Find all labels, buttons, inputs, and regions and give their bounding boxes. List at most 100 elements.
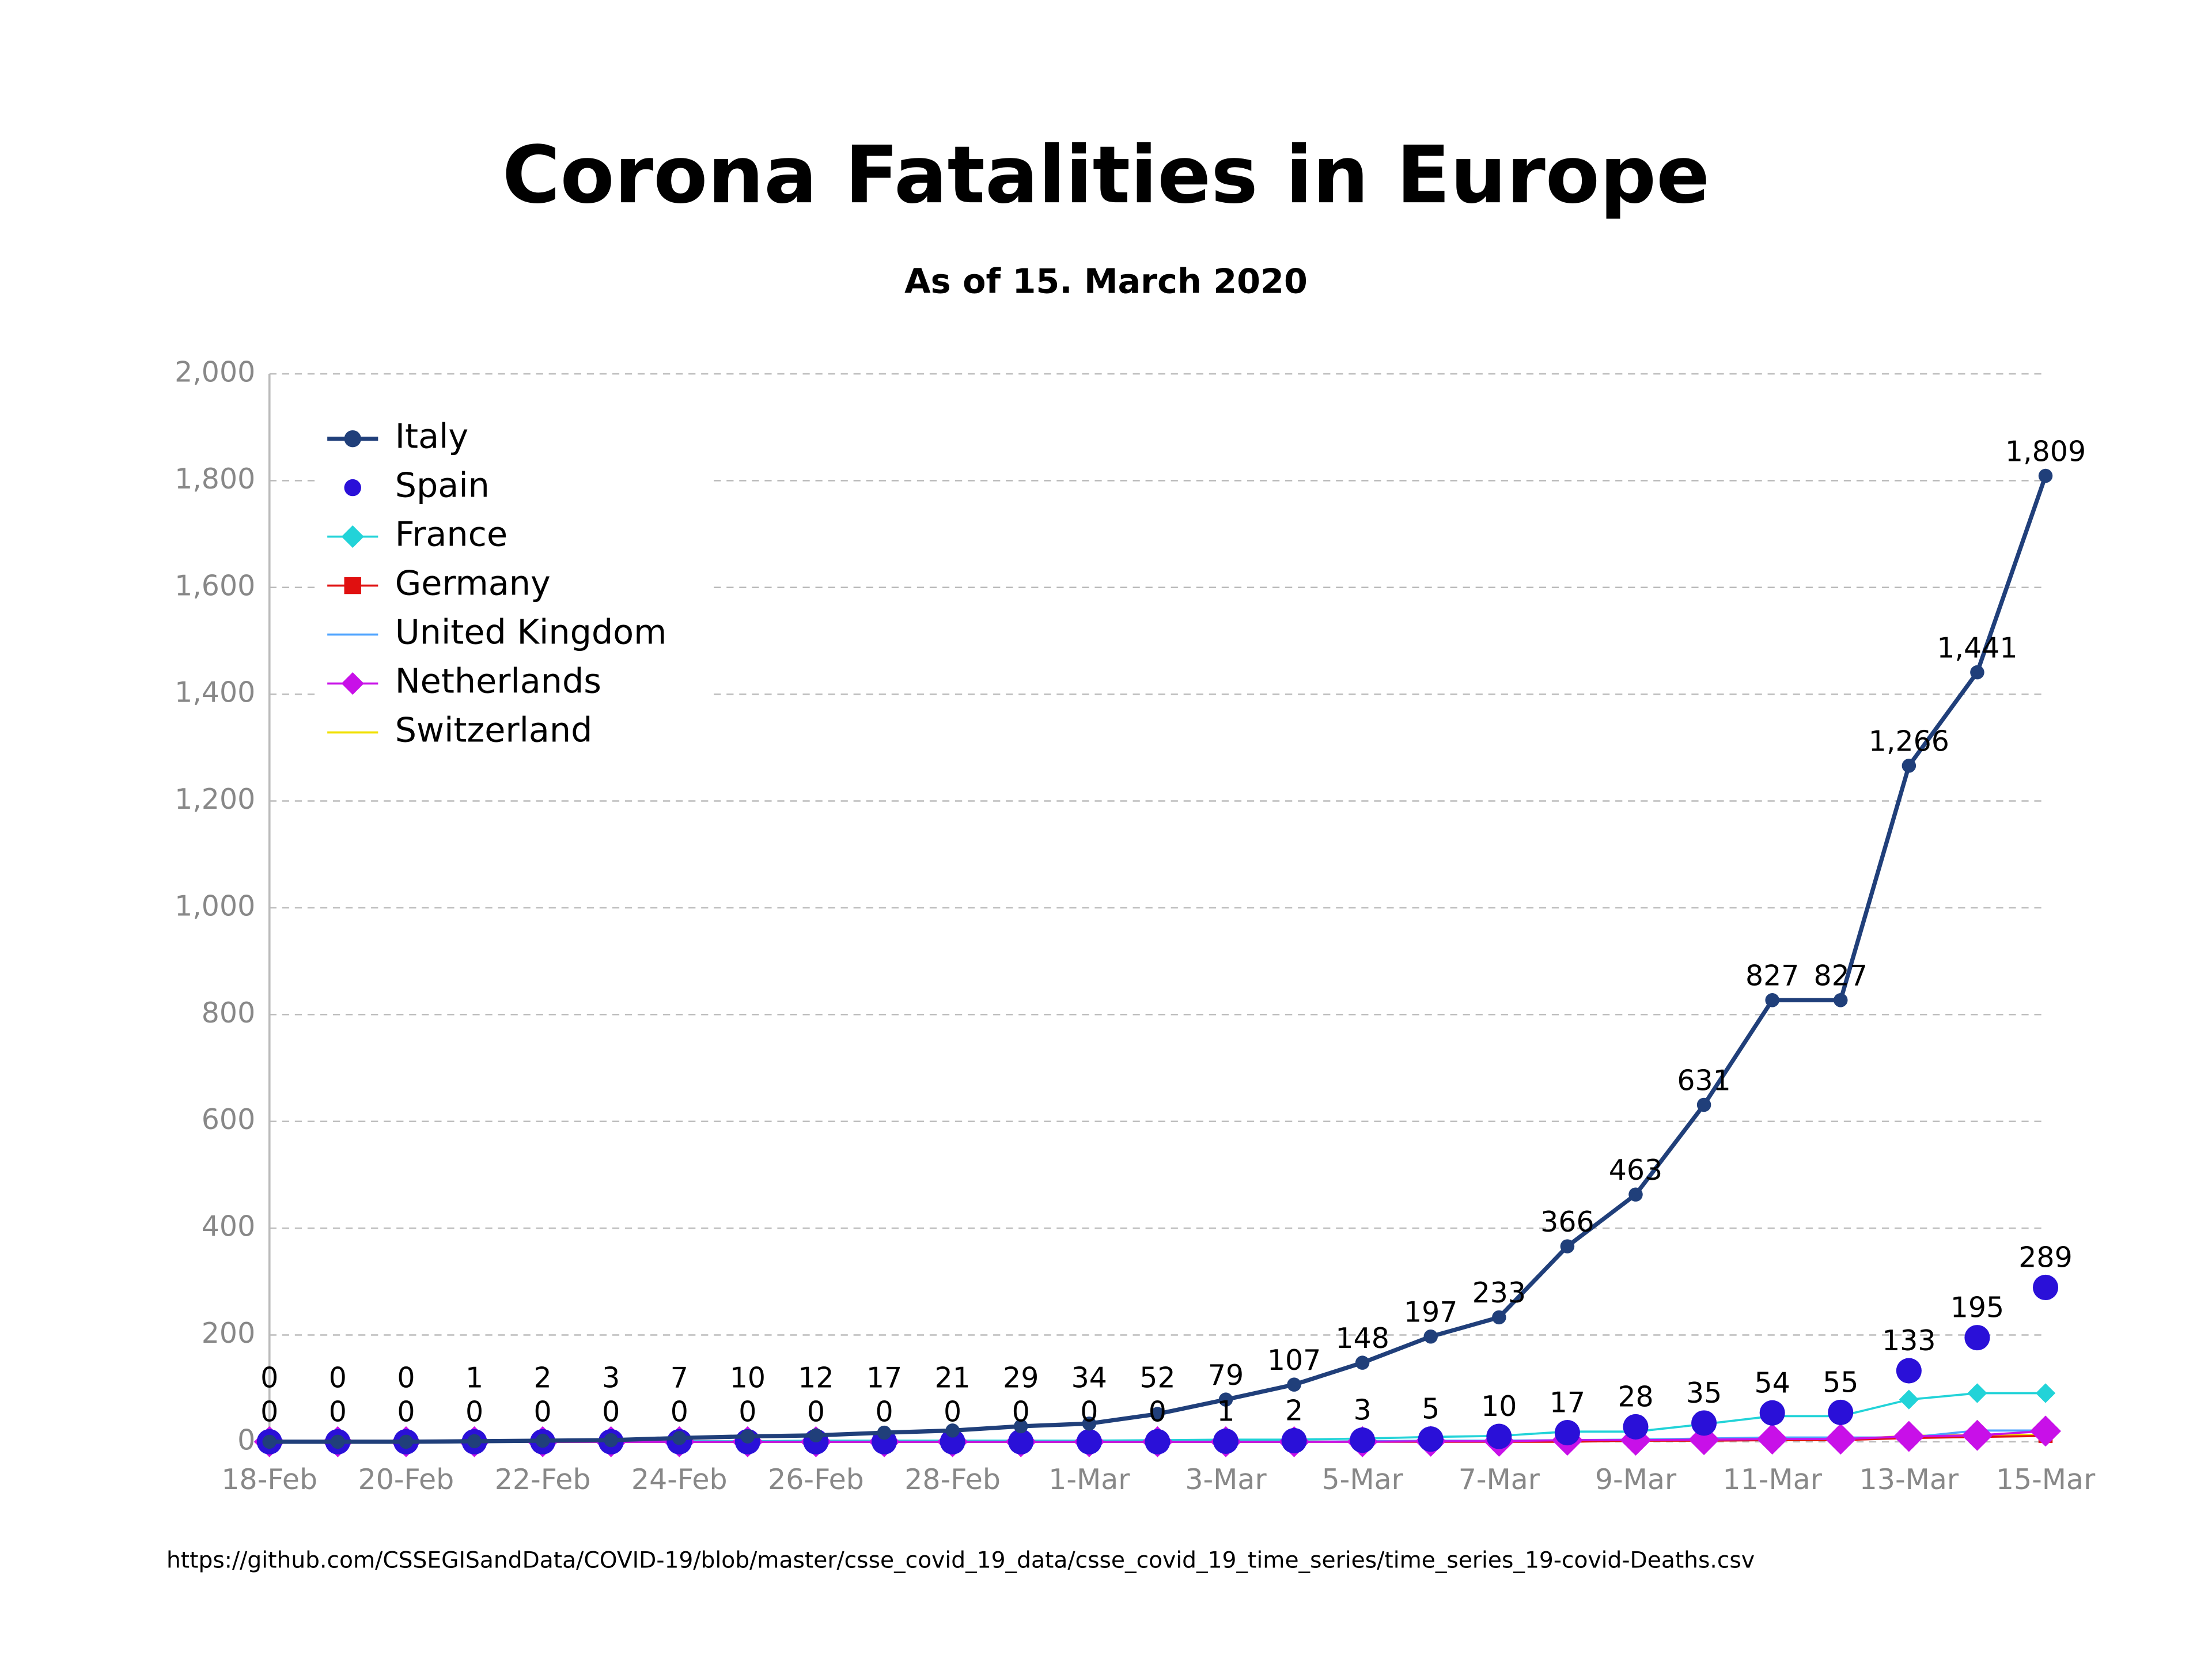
data-label: 0	[1149, 1395, 1166, 1428]
data-label: 133	[1882, 1324, 1936, 1357]
marker	[344, 577, 361, 594]
marker	[1691, 1410, 1717, 1436]
data-label: 2	[1285, 1395, 1303, 1427]
data-label: 10	[1481, 1390, 1517, 1423]
marker	[1082, 1416, 1097, 1431]
marker	[1899, 1389, 1919, 1410]
data-label: 21	[934, 1362, 970, 1395]
series	[262, 468, 2053, 1449]
data-label: 195	[1950, 1291, 2004, 1324]
marker	[467, 1434, 482, 1449]
data-label: 0	[807, 1395, 825, 1428]
data-label: 17	[866, 1362, 902, 1395]
y-tick-label: 1,800	[175, 463, 255, 495]
data-label: 1	[1217, 1395, 1234, 1427]
marker	[945, 1423, 960, 1438]
marker	[1828, 1399, 1854, 1425]
marker	[1759, 1400, 1785, 1426]
marker	[399, 1434, 414, 1449]
data-label: 0	[1080, 1395, 1098, 1428]
marker	[2030, 1415, 2061, 1447]
marker	[1145, 1429, 1171, 1455]
marker	[1492, 1310, 1506, 1325]
marker	[604, 1433, 618, 1448]
data-label: 0	[738, 1395, 756, 1428]
plot-area: 0 0 0 1 2 3 7 10 12 17 21 29 34 52 79 10714819723336646…	[253, 435, 2086, 1457]
marker	[877, 1425, 892, 1440]
data-label: 1,441	[1937, 631, 2017, 664]
y-tick-label: 1,400	[175, 676, 255, 709]
marker	[672, 1431, 687, 1445]
marker	[344, 479, 361, 497]
data-label: 0	[329, 1362, 347, 1395]
x-tick-label: 22-Feb	[495, 1463, 591, 1496]
marker	[1756, 1423, 1788, 1455]
y-tick-label: 1,600	[175, 569, 255, 602]
data-label: 463	[1609, 1154, 1662, 1187]
y-tick-label: 1,200	[175, 783, 255, 816]
data-label: 2	[534, 1362, 552, 1395]
marker	[2035, 1383, 2056, 1403]
y-tick-label: 600	[202, 1103, 255, 1136]
legend-label: Switzerland	[395, 710, 593, 750]
marker	[1418, 1426, 1444, 1452]
marker	[1765, 993, 1779, 1007]
marker	[341, 672, 364, 695]
data-label: 29	[1003, 1362, 1039, 1395]
x-tick-label: 28-Feb	[904, 1463, 1001, 1496]
marker	[1008, 1429, 1034, 1455]
data-label: 1,266	[1869, 725, 1949, 758]
data-label: 0	[465, 1395, 483, 1428]
data-label: 0	[875, 1395, 893, 1428]
marker	[535, 1433, 550, 1448]
data-label: 0	[534, 1395, 552, 1428]
data-label: 107	[1267, 1344, 1321, 1377]
marker	[1350, 1427, 1376, 1453]
marker	[1825, 1423, 1857, 1455]
series	[256, 1274, 2059, 1455]
x-tick-label: 13-Mar	[1859, 1463, 1959, 1496]
x-tick-label: 18-Feb	[221, 1463, 317, 1496]
marker	[1964, 1325, 1990, 1351]
x-tick-label: 24-Feb	[631, 1463, 728, 1496]
data-label: 7	[671, 1362, 688, 1395]
x-tick-label: 7-Mar	[1459, 1463, 1540, 1496]
x-tick-label: 5-Mar	[1322, 1463, 1404, 1496]
data-label: 35	[1686, 1377, 1722, 1410]
x-tick-label: 9-Mar	[1595, 1463, 1677, 1496]
marker	[2032, 1274, 2059, 1301]
legend-label: Netherlands	[395, 661, 601, 701]
marker	[1623, 1414, 1649, 1440]
data-label: 3	[602, 1362, 620, 1395]
data-label: 631	[1677, 1064, 1730, 1097]
marker	[344, 430, 361, 448]
chart-title: Corona Fatalities in Europe	[502, 130, 1710, 221]
marker	[2038, 468, 2053, 483]
marker	[1355, 1355, 1370, 1370]
data-label: 54	[1755, 1366, 1790, 1399]
data-label: 1	[465, 1362, 483, 1395]
marker	[940, 1429, 965, 1455]
marker	[1281, 1427, 1307, 1454]
marker	[1486, 1423, 1512, 1449]
marker	[1893, 1421, 1925, 1452]
marker	[1213, 1428, 1239, 1454]
data-label: 0	[260, 1395, 278, 1428]
data-label: 10	[730, 1362, 766, 1395]
x-tick-label: 26-Feb	[768, 1463, 864, 1496]
y-tick-label: 800	[202, 997, 255, 1029]
legend-label: Spain	[395, 465, 490, 505]
marker	[1628, 1187, 1643, 1202]
data-label: 0	[260, 1362, 278, 1395]
data-label: 0	[397, 1395, 415, 1428]
data-label: 12	[798, 1362, 834, 1395]
legend-box	[319, 410, 711, 765]
x-tick-label: 1-Mar	[1048, 1463, 1130, 1496]
marker	[809, 1428, 823, 1442]
data-label: 0	[329, 1395, 347, 1428]
data-label: 34	[1071, 1362, 1107, 1395]
y-tick-label: 2,000	[175, 355, 255, 388]
legend-label: United Kingdom	[395, 612, 667, 652]
data-label: 289	[2018, 1241, 2072, 1274]
marker	[1896, 1358, 1922, 1384]
